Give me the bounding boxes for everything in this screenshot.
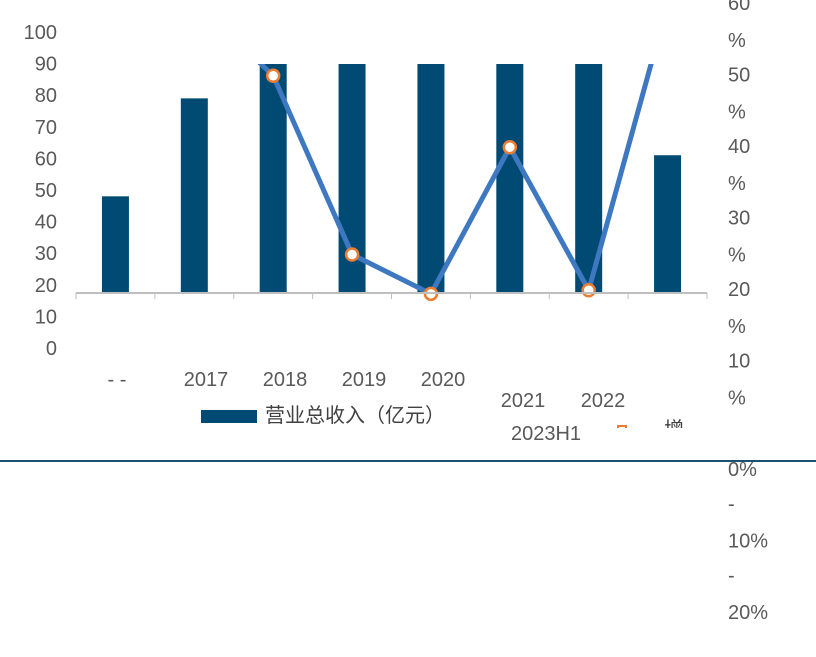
- x-tick-label: 2019: [342, 369, 387, 391]
- legend-line-label: 增: [664, 417, 684, 441]
- left-axis: 0 10 20 30 40 50 60 70 80 90 100: [24, 22, 57, 360]
- right-tick-label: 30%: [728, 208, 750, 267]
- x-tick-label: 2022: [581, 390, 626, 412]
- line-point: [265, 68, 281, 83]
- left-tick-label: 30: [35, 243, 57, 265]
- legend-bar-label: 营业总收入（亿元）: [265, 403, 445, 427]
- right-tick-label: -20%: [728, 565, 768, 624]
- bar-series: [101, 64, 682, 293]
- right-axis: -20% -10% 0% 10 % 20 % 30 % 40 % 50 % 60%: [728, 0, 768, 624]
- x-tick-label: 2017: [184, 369, 229, 391]
- bar: [496, 64, 524, 293]
- right-tick-label: 60%: [728, 0, 750, 52]
- line-point: [502, 140, 518, 155]
- line-point: [581, 283, 596, 298]
- x-tick-label: 2020: [421, 369, 466, 391]
- right-tick-label: 10%: [728, 351, 750, 410]
- left-tick-label: 80: [35, 85, 57, 107]
- legend-bar-swatch: [201, 410, 257, 423]
- line-series: [257, 64, 654, 302]
- left-tick-label: 40: [35, 212, 57, 234]
- legend: 营业总收入（亿元） 增: [201, 403, 684, 441]
- x-tick-label: 2021: [501, 390, 546, 412]
- left-tick-label: 0: [46, 338, 57, 360]
- left-tick-label: 10: [35, 306, 57, 328]
- line-point: [344, 247, 360, 262]
- x-tick-label: 2023H1: [511, 423, 581, 445]
- right-tick-label: -10%: [728, 494, 768, 553]
- x-tick-label: 2018: [263, 369, 308, 391]
- legend-line-marker: [617, 425, 627, 428]
- right-tick-label: 40%: [728, 136, 750, 195]
- right-tick-label: 50%: [728, 65, 750, 124]
- left-tick-label: 90: [35, 54, 57, 76]
- bar: [101, 196, 129, 293]
- bar: [180, 98, 208, 293]
- right-tick-label: 0%: [728, 459, 757, 481]
- left-tick-label: 70: [35, 117, 57, 139]
- right-tick-label: 20%: [728, 279, 750, 338]
- left-tick-label: 20: [35, 275, 57, 297]
- bar: [654, 155, 682, 293]
- x-tick-label: - -: [108, 369, 127, 391]
- left-tick-label: 50: [35, 180, 57, 202]
- left-tick-label: 60: [35, 148, 57, 170]
- growth-line: [257, 64, 654, 297]
- left-tick-label: 100: [24, 22, 57, 44]
- bar: [417, 64, 445, 293]
